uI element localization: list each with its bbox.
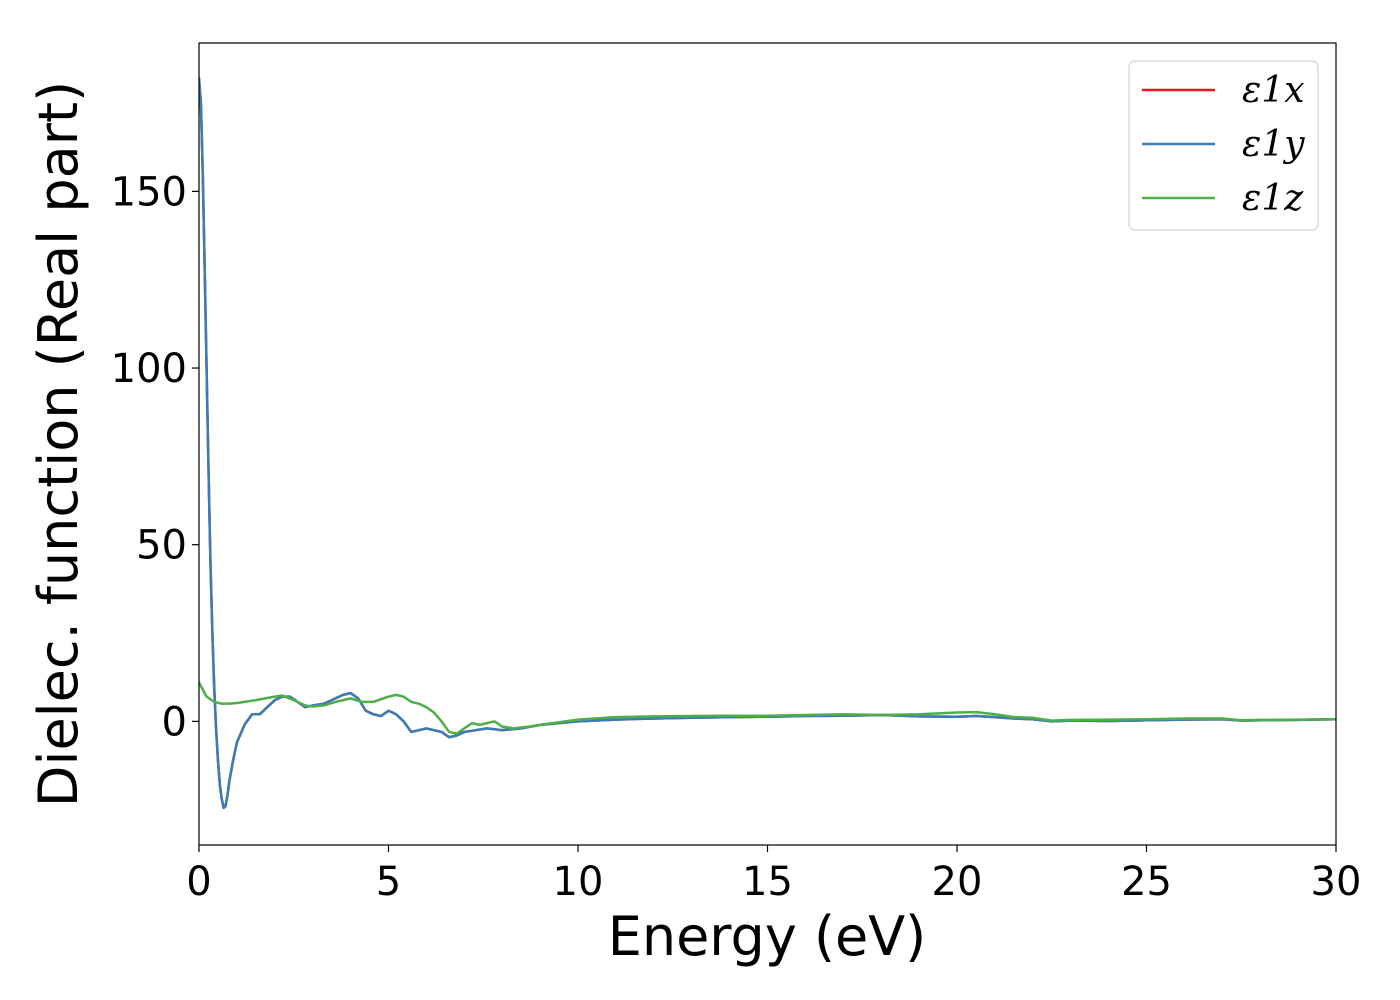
y-tick-label: 0: [162, 699, 187, 745]
series-line-3: [199, 681, 1336, 735]
x-tick-label: 5: [376, 859, 401, 905]
legend-label-1: ε1x: [1242, 70, 1305, 111]
x-tick-label: 15: [742, 859, 793, 905]
y-axis-title: Dielec. function (Real part): [27, 81, 90, 807]
y-tick-label: 100: [111, 346, 187, 392]
series-layer: [199, 77, 1336, 810]
x-tick-label: 25: [1121, 859, 1172, 905]
legend-label-3: ε1z: [1242, 178, 1304, 219]
x-tick-label: 20: [932, 859, 983, 905]
legend-box: [1128, 60, 1319, 231]
x-axis-title: Energy (eV): [608, 905, 927, 968]
x-tick-label: 30: [1311, 859, 1362, 905]
y-tick-label: 150: [111, 169, 187, 215]
x-tick-label: 0: [186, 859, 211, 905]
y-tick-label: 50: [136, 523, 187, 569]
x-axis: 0 5 10 15 20 25 30: [186, 845, 1361, 905]
y-axis: 0 50 100 150: [111, 169, 199, 745]
legend-label-2: ε1y: [1242, 124, 1305, 165]
legend: ε1x ε1y ε1z: [1128, 60, 1319, 231]
x-tick-label: 10: [553, 859, 604, 905]
series-line-2: [199, 77, 1336, 810]
